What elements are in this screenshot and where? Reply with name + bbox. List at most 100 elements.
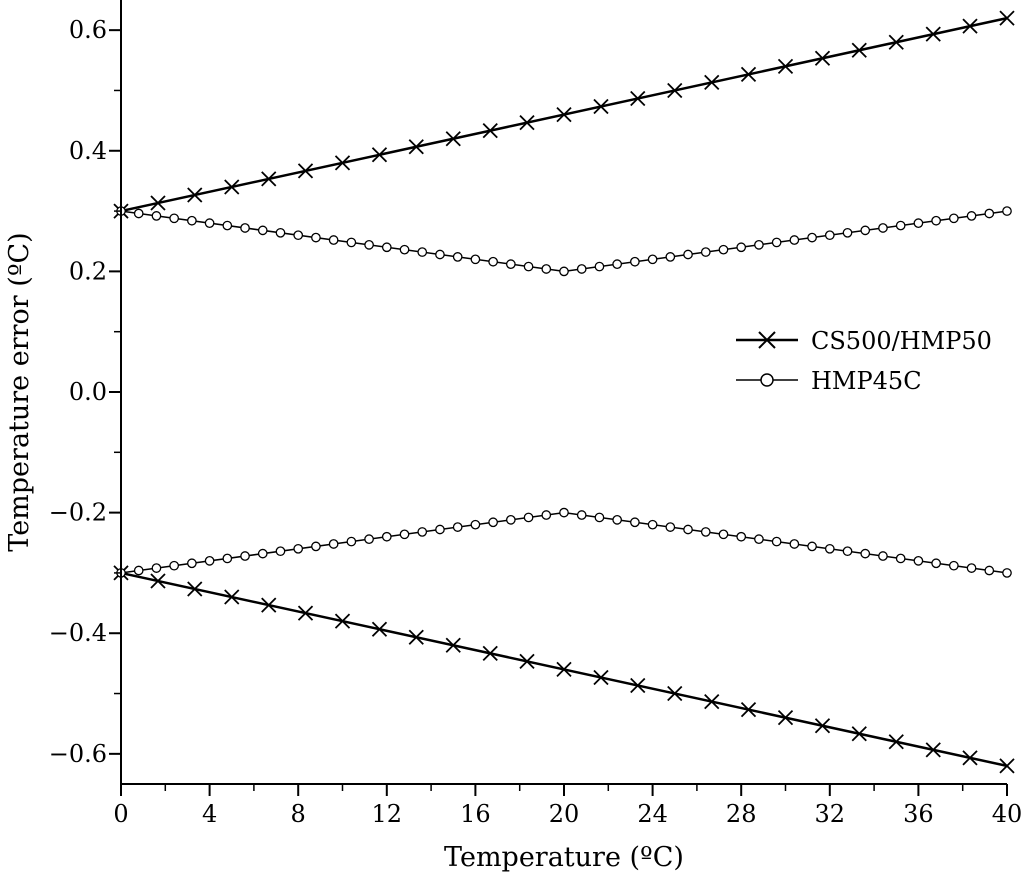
data-point-cs500-hmp50 [888,734,904,750]
data-point-hmp45c [878,223,888,233]
data-point-hmp45c [913,218,924,228]
data-point-hmp45c [807,541,817,552]
legend-item-cs500-hmp50: CS500/HMP50 [736,327,992,355]
data-point-hmp45c [895,553,906,564]
data-point-hmp45c [328,235,339,245]
data-point-hmp45c [1002,568,1012,578]
data-point-hmp45c [683,249,693,260]
data-point-hmp45c [381,242,392,253]
data-point-hmp45c [222,220,233,231]
data-point-hmp45c [470,254,481,265]
data-point-hmp45c [222,553,233,564]
data-point-hmp45c [311,541,321,552]
x-tick-label: 16 [460,800,491,828]
data-point-hmp45c [683,524,693,535]
series-line-hmp45c-lower [120,511,1008,574]
data-point-hmp45c [541,264,552,274]
legend-marker-circle-icon [760,373,774,387]
data-point-hmp45c [169,560,180,571]
data-point-hmp45c [505,515,516,525]
data-point-hmp45c [700,247,711,257]
data-point-hmp45c [293,230,304,241]
data-point-cs500-hmp50 [740,701,757,718]
data-point-hmp45c [346,237,357,248]
data-point-cs500-hmp50 [297,163,314,179]
x-tick-label: 12 [372,800,403,828]
data-point-cs500-hmp50 [371,147,388,163]
y-tick-label: −0.6 [49,740,107,768]
data-point-cs500-hmp50 [519,115,535,131]
data-point-hmp45c [895,220,906,231]
data-point-hmp45c [913,556,924,566]
data-point-hmp45c [505,259,516,269]
data-point-hmp45c [630,256,640,267]
plot-markers [113,10,1015,774]
legend-item-hmp45c: HMP45C [736,367,922,395]
data-point-cs500-hmp50 [593,98,609,115]
data-point-cs500-hmp50 [667,82,683,99]
data-point-hmp45c [576,510,587,520]
x-tick-label: 40 [992,800,1023,828]
y-ticks: −0.6 −0.4 −0.2 0.0 0.2 0.4 0.6 [49,16,121,768]
data-point-cs500-hmp50 [999,758,1015,774]
data-point-cs500-hmp50 [556,661,572,678]
data-point-hmp45c [435,524,445,535]
data-point-cs500-hmp50 [630,90,646,107]
data-point-hmp45c [257,548,268,559]
data-point-hmp45c [948,213,959,224]
data-point-hmp45c [842,227,853,238]
data-point-hmp45c [381,531,392,542]
y-tick-label: 0.6 [69,16,107,44]
legend-label-hmp45c: HMP45C [811,367,922,395]
data-point-hmp45c [771,536,782,547]
x-tick-label: 28 [726,800,757,828]
data-point-hmp45c [293,543,304,554]
data-point-hmp45c [311,232,321,243]
data-point-cs500-hmp50 [408,139,424,155]
data-point-cs500-hmp50 [777,710,794,726]
data-point-cs500-hmp50 [888,34,904,50]
data-point-hmp45c [240,223,250,233]
data-point-hmp45c [824,230,835,241]
data-point-hmp45c [630,517,640,528]
data-point-hmp45c [754,534,764,545]
data-point-hmp45c [275,546,286,557]
data-point-hmp45c [931,215,941,226]
legend-marker-cross-icon [758,331,776,349]
data-point-cs500-hmp50 [371,621,388,637]
data-point-hmp45c [824,543,835,554]
data-point-hmp45c [240,551,250,561]
data-point-cs500-hmp50 [482,645,498,661]
data-point-hmp45c [984,565,995,576]
data-point-cs500-hmp50 [261,597,277,613]
x-tick-label: 24 [637,800,668,828]
data-point-hmp45c [488,256,498,267]
data-point-hmp45c [151,211,162,221]
data-point-cs500-hmp50 [445,637,461,653]
data-point-hmp45c [736,242,747,253]
data-point-hmp45c [275,227,286,238]
data-point-hmp45c [966,211,977,221]
data-point-cs500-hmp50 [667,685,683,702]
y-tick-label: −0.2 [49,499,107,527]
data-point-hmp45c [860,548,871,559]
data-point-hmp45c [594,512,605,523]
data-point-hmp45c [417,527,428,537]
data-point-cs500-hmp50 [777,58,794,74]
data-point-cs500-hmp50 [261,171,277,187]
data-point-hmp45c [541,510,552,520]
legend: CS500/HMP50 HMP45C [736,327,992,395]
x-tick-label: 20 [549,800,580,828]
data-point-cs500-hmp50 [593,669,609,686]
data-point-cs500-hmp50 [224,179,240,195]
data-point-cs500-hmp50 [187,581,203,597]
data-point-hmp45c [204,556,215,566]
x-ticks: 0 4 8 12 16 20 24 28 32 36 40 [113,784,1022,828]
data-point-hmp45c [399,244,410,255]
data-point-cs500-hmp50 [630,677,646,694]
data-point-cs500-hmp50 [482,123,498,139]
data-point-hmp45c [452,252,463,262]
data-point-hmp45c [452,522,463,532]
y-tick-label: 0.0 [69,378,107,406]
data-point-hmp45c [523,512,534,523]
